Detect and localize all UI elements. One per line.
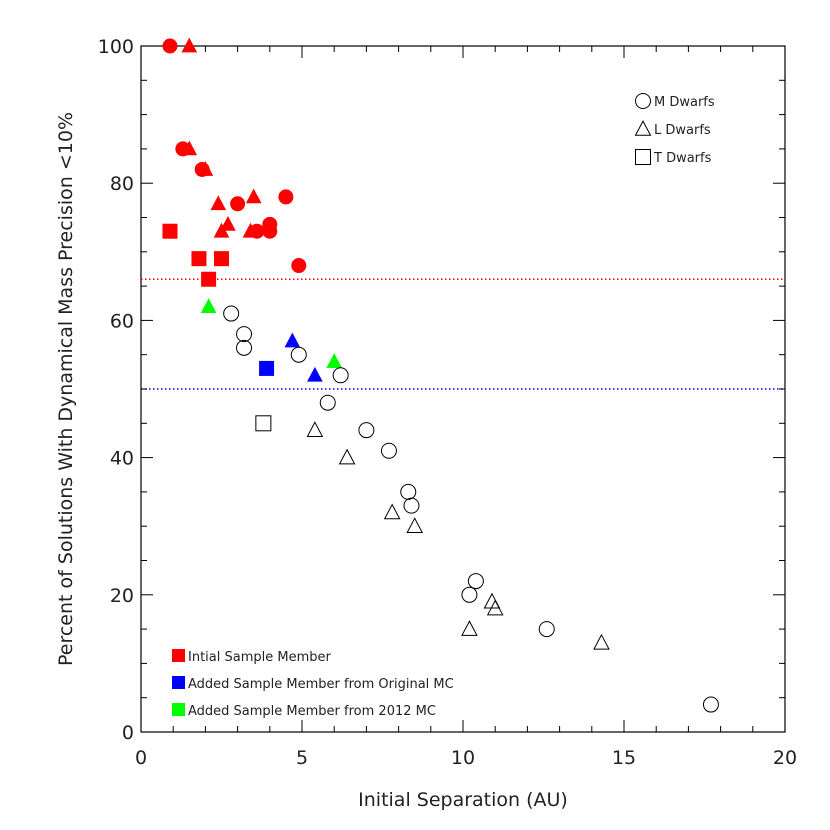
- x-tick-label: 10: [451, 747, 475, 769]
- axis-ticks: [140, 45, 786, 733]
- shape-legend-label: T Dwarfs: [653, 151, 712, 166]
- x-tick-label: 5: [296, 747, 308, 769]
- color-legend-label: Intial Sample Member: [188, 650, 331, 665]
- y-tick-label: 0: [122, 722, 134, 744]
- tick-labels: 0 5 10 15 20 0 20 40 60 80 100: [98, 36, 797, 769]
- circle-point-other: [467, 573, 484, 590]
- square-legend-icon: [635, 149, 651, 165]
- circle-point-other: [236, 339, 253, 356]
- circle-point-other: [702, 696, 719, 713]
- y-tick-label: 40: [110, 448, 134, 470]
- triangle-point-initial: [181, 140, 198, 156]
- triangle-point-mc_2012: [326, 353, 343, 368]
- circle-legend-icon: [635, 93, 651, 109]
- color-legend-label: Added Sample Member from Original MC: [188, 677, 454, 692]
- circle-point-initial: [162, 38, 178, 54]
- circle-point-other: [400, 483, 417, 500]
- y-tick-label: 100: [98, 36, 134, 58]
- square-point-other: [255, 415, 272, 432]
- square-point-initial: [162, 223, 178, 239]
- triangle-point-initial: [197, 161, 214, 176]
- y-axis-label: Percent of Solutions With Dynamical Mass…: [55, 112, 77, 666]
- x-tick-label: 0: [135, 747, 147, 769]
- circle-point-other: [358, 422, 375, 439]
- circle-point-initial: [262, 223, 278, 239]
- square-point-initial: [191, 251, 207, 267]
- triangle-point-initial: [245, 188, 262, 204]
- triangle-point-other: [383, 503, 401, 520]
- triangle-point-initial: [181, 37, 198, 53]
- triangle-point-other: [486, 599, 504, 616]
- triangle-point-other: [461, 620, 478, 636]
- x-axis-label: Initial Separation (AU): [358, 789, 568, 811]
- triangle-point-mc_2012: [200, 298, 217, 314]
- circle-point-other: [403, 497, 420, 514]
- circle-point-initial: [291, 258, 307, 274]
- circle-point-other: [461, 586, 478, 603]
- triangle-point-initial: [213, 222, 230, 238]
- initial-legend-swatch: [172, 649, 185, 662]
- triangle-point-other: [306, 421, 324, 437]
- triangle-point-initial: [210, 195, 227, 211]
- circle-point-other: [223, 305, 240, 322]
- y-tick-label: 60: [110, 310, 134, 332]
- circle-point-other: [290, 346, 307, 363]
- triangle-point-initial: [220, 215, 236, 231]
- reference-lines: [141, 278, 785, 390]
- triangle-point-other: [593, 633, 610, 650]
- triangle-point-other: [406, 517, 424, 533]
- color-legend-label: Added Sample Member from 2012 MC: [188, 704, 436, 719]
- color-legend: Intial Sample Member Added Sample Member …: [172, 649, 454, 719]
- circle-point-initial: [249, 223, 265, 239]
- square-point-initial: [201, 271, 217, 287]
- square-point-original_mc: [259, 360, 275, 376]
- x-tick-label: 15: [612, 747, 636, 769]
- mc_2012-legend-swatch: [172, 703, 185, 716]
- shape-legend-label: L Dwarfs: [654, 123, 711, 138]
- circle-point-initial: [278, 189, 294, 205]
- data-points: [162, 37, 719, 713]
- circle-point-initial: [230, 196, 246, 212]
- y-tick-label: 80: [110, 173, 134, 195]
- circle-point-other: [332, 367, 349, 384]
- triangle-legend-icon: [634, 120, 652, 136]
- circle-point-other: [538, 621, 555, 638]
- original_mc-legend-swatch: [172, 676, 185, 689]
- x-tick-label: 20: [773, 747, 797, 769]
- circle-point-other: [380, 442, 397, 459]
- circle-point-other: [319, 394, 336, 411]
- triangle-point-original_mc: [307, 366, 323, 382]
- square-point-initial: [214, 251, 229, 267]
- shape-legend-label: M Dwarfs: [654, 95, 715, 110]
- triangle-point-original_mc: [284, 332, 301, 348]
- triangle-point-other: [338, 448, 356, 465]
- y-tick-label: 20: [110, 585, 134, 607]
- shape-legend: M Dwarfs L Dwarfs T Dwarfs: [634, 93, 715, 166]
- circle-point-other: [236, 326, 253, 343]
